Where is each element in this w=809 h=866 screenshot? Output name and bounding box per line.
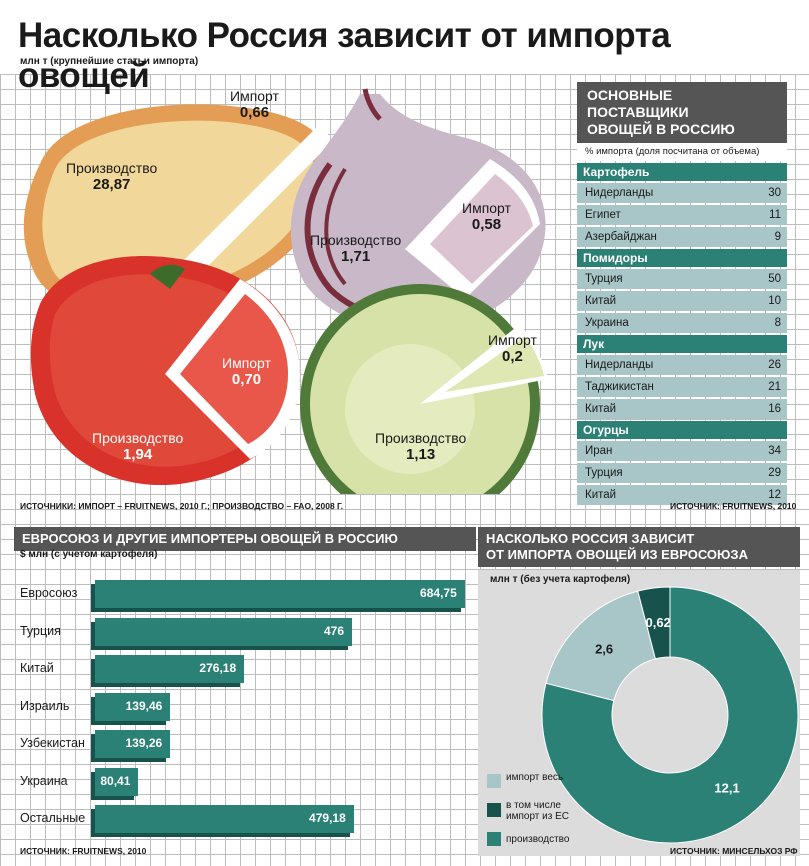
supplier-country: Нидерланды <box>585 187 654 199</box>
supplier-row: Нидерланды 30 <box>577 183 787 203</box>
bar-value-label: 80,41 <box>100 773 131 788</box>
supplier-country: Украина <box>585 317 629 329</box>
legend-swatch-import-all <box>487 774 501 788</box>
supplier-row: Таджикистан 21 <box>577 377 787 397</box>
supplier-row: Иран 34 <box>577 441 787 461</box>
eu-donut-chart: 2,6 0,62 12,1 <box>541 586 799 844</box>
supplier-country: Китай <box>585 295 617 307</box>
bar: 139,46 <box>95 692 171 721</box>
cucumber-import-label: Импорт 0,2 <box>488 332 537 365</box>
supplier-country: Иран <box>585 445 613 457</box>
supplier-share: 34 <box>768 445 781 457</box>
bar-value-label: 139,46 <box>125 698 163 713</box>
onion-production-label: Производство 1,71 <box>310 232 402 265</box>
suppliers-panel: ОСНОВНЫЕ ПОСТАВЩИКИ ОВОЩЕЙ В РОССИЮ % имп… <box>577 82 787 505</box>
legend-import-all: импорт весь <box>506 772 564 783</box>
supplier-share: 21 <box>768 381 781 393</box>
potato-import-label: Импорт 0,66 <box>230 88 279 121</box>
bar-category-label: Узбекистан <box>20 736 85 750</box>
bar-value-label: 479,18 <box>309 811 346 825</box>
vegetables-source: ИСТОЧНИКИ: ИМПОРТ – FRUITNEWS, 2010 Г.; … <box>20 501 344 511</box>
supplier-row: Китай 16 <box>577 399 787 419</box>
bar-value-label: 276,18 <box>199 661 237 675</box>
bar-value-label: 139,26 <box>125 736 163 750</box>
bar-category-label: Украина <box>20 773 68 788</box>
importers-title: ЕВРОСОЮЗ И ДРУГИЕ ИМПОРТЕРЫ ОВОЩЕЙ В РОС… <box>14 527 476 551</box>
supplier-row: Китай 10 <box>577 291 787 311</box>
supplier-row: Азербайджан 9 <box>577 227 787 247</box>
supplier-share: 50 <box>768 273 781 285</box>
supplier-category: Помидоры <box>577 249 787 267</box>
supplier-category: Картофель <box>577 163 787 181</box>
suppliers-note: % импорта (доля посчитана от объема) <box>577 143 787 161</box>
supplier-row: Египет 11 <box>577 205 787 225</box>
supplier-country: Китай <box>585 489 617 501</box>
bar: 80,41 <box>95 767 139 796</box>
bar: 139,26 <box>95 730 171 758</box>
eu-title: НАСКОЛЬКО РОССИЯ ЗАВИСИТ ОТ ИМПОРТА ОВОЩЕ… <box>478 527 800 567</box>
importers-source: ИСТОЧНИК: FRUITNEWS, 2010 <box>20 846 147 856</box>
bar-category-label: Турция <box>20 623 61 638</box>
onion-import-label: Импорт 0,58 <box>462 200 511 233</box>
bar-category-label: Остальные <box>20 811 86 825</box>
supplier-row: Нидерланды 26 <box>577 355 787 375</box>
cucumber-shape <box>300 284 548 494</box>
potato-production-label: Производство 28,87 <box>66 160 158 193</box>
page-subtitle: млн т (крупнейшие статьи импорта) <box>20 56 199 67</box>
suppliers-source: ИСТОЧНИК: FRUITNEWS, 2010 <box>670 501 797 511</box>
bar-value-label: 476 <box>324 623 345 638</box>
bar-category-label: Китай <box>20 661 54 675</box>
suppliers-title: ОСНОВНЫЕ ПОСТАВЩИКИ ОВОЩЕЙ В РОССИЮ <box>577 82 787 143</box>
supplier-share: 12 <box>768 489 781 501</box>
bar: 684,75 <box>95 580 465 608</box>
legend-swatch-import-eu <box>487 803 501 817</box>
legend-production: производство <box>506 834 570 845</box>
supplier-category: Огурцы <box>577 421 787 439</box>
bar-category-label: Евросоюз <box>20 586 78 600</box>
supplier-share: 9 <box>774 231 781 243</box>
supplier-country: Азербайджан <box>585 231 657 243</box>
donut-slice <box>541 586 799 844</box>
supplier-row: Турция 29 <box>577 463 787 483</box>
eu-unit: млн т (без учета картофеля) <box>490 574 631 585</box>
supplier-share: 11 <box>769 209 781 221</box>
supplier-category: Лук <box>577 335 787 353</box>
supplier-share: 16 <box>768 403 781 415</box>
page-title: Насколько Россия зависит от импорта овощ… <box>18 16 671 95</box>
onion-shape <box>290 88 546 330</box>
donut-value-label: 0,62 <box>646 615 671 630</box>
tomato-production-label: Производство 1,94 <box>92 430 184 463</box>
supplier-country: Турция <box>585 467 623 479</box>
vegetable-illustration <box>23 88 548 494</box>
bar: 276,18 <box>95 655 245 683</box>
tomato-shape <box>30 256 300 486</box>
importers-unit: $ млн (с учетом картофеля) <box>20 549 158 560</box>
potato-shape <box>23 104 331 310</box>
donut-slice <box>545 590 657 702</box>
donut-value-label: 2,6 <box>595 641 613 656</box>
legend-swatch-production <box>487 832 501 846</box>
supplier-country: Китай <box>585 403 617 415</box>
supplier-share: 26 <box>768 359 781 371</box>
bar: 476 <box>95 617 353 646</box>
supplier-share: 10 <box>768 295 781 307</box>
donut-source: ИСТОЧНИК: МИНСЕЛЬХОЗ РФ <box>670 846 798 856</box>
supplier-row: Турция 50 <box>577 269 787 289</box>
supplier-country: Нидерланды <box>585 359 654 371</box>
bar-category-label: Израиль <box>20 698 70 713</box>
supplier-country: Египет <box>585 209 621 221</box>
supplier-country: Турция <box>585 273 623 285</box>
supplier-row: Китай 12 <box>577 485 787 505</box>
supplier-share: 30 <box>768 187 781 199</box>
supplier-share: 8 <box>774 317 781 329</box>
bar: 479,18 <box>95 805 354 833</box>
supplier-share: 29 <box>768 467 781 479</box>
supplier-row: Украина 8 <box>577 313 787 333</box>
supplier-country: Таджикистан <box>585 381 654 393</box>
donut-value-label: 12,1 <box>714 780 739 795</box>
tomato-import-label: Импорт 0,70 <box>222 355 271 388</box>
legend-import-eu: в том числе импорт из ЕС <box>506 800 569 822</box>
bar-value-label: 684,75 <box>420 586 457 600</box>
cucumber-production-label: Производство 1,13 <box>375 430 467 463</box>
